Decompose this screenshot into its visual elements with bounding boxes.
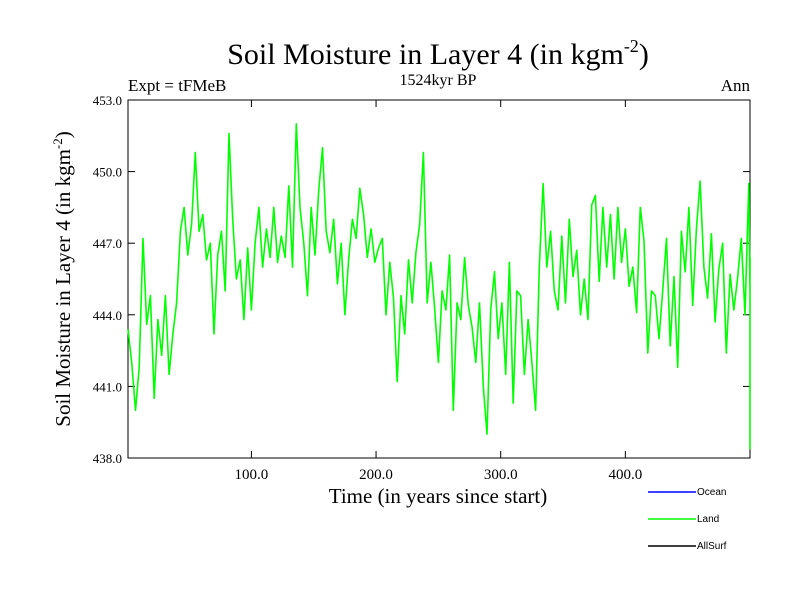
plot-area [127,99,751,459]
y-tick-label: 438.0 [93,451,122,466]
y-tick-label: 444.0 [93,308,122,323]
x-tick-label: 300.0 [484,467,518,483]
y-tick-label: 441.0 [93,379,122,394]
y-tick-label: 447.0 [93,236,122,251]
legend-label-allsurf: AllSurf [697,541,727,552]
chart-title: Soil Moisture in Layer 4 (in kgm-2) [227,36,649,71]
chart-subtitle: 1524kyr BP [400,72,477,89]
y-axis-label: Soil Moisture in Layer 4 (in kgm-2) [50,131,75,426]
y-tick-label: 453.0 [93,93,122,108]
x-axis-label: Time (in years since start) [329,484,548,508]
legend-label-land: Land [697,514,719,525]
season-label: Ann [721,76,751,95]
y-axis: 438.0 441.0 444.0 447.0 450.0 453.0 [93,93,750,466]
series-line-land [127,123,751,450]
legend: Ocean Land AllSurf [648,487,727,552]
x-axis: 100.0 200.0 300.0 400.0 [235,100,642,483]
x-tick-label: 100.0 [235,467,269,483]
y-tick-label: 450.0 [93,165,122,180]
legend-label-ocean: Ocean [697,487,726,498]
x-tick-label: 400.0 [608,467,642,483]
experiment-label: Expt = tFMeB [128,76,226,95]
x-tick-label: 200.0 [359,467,393,483]
